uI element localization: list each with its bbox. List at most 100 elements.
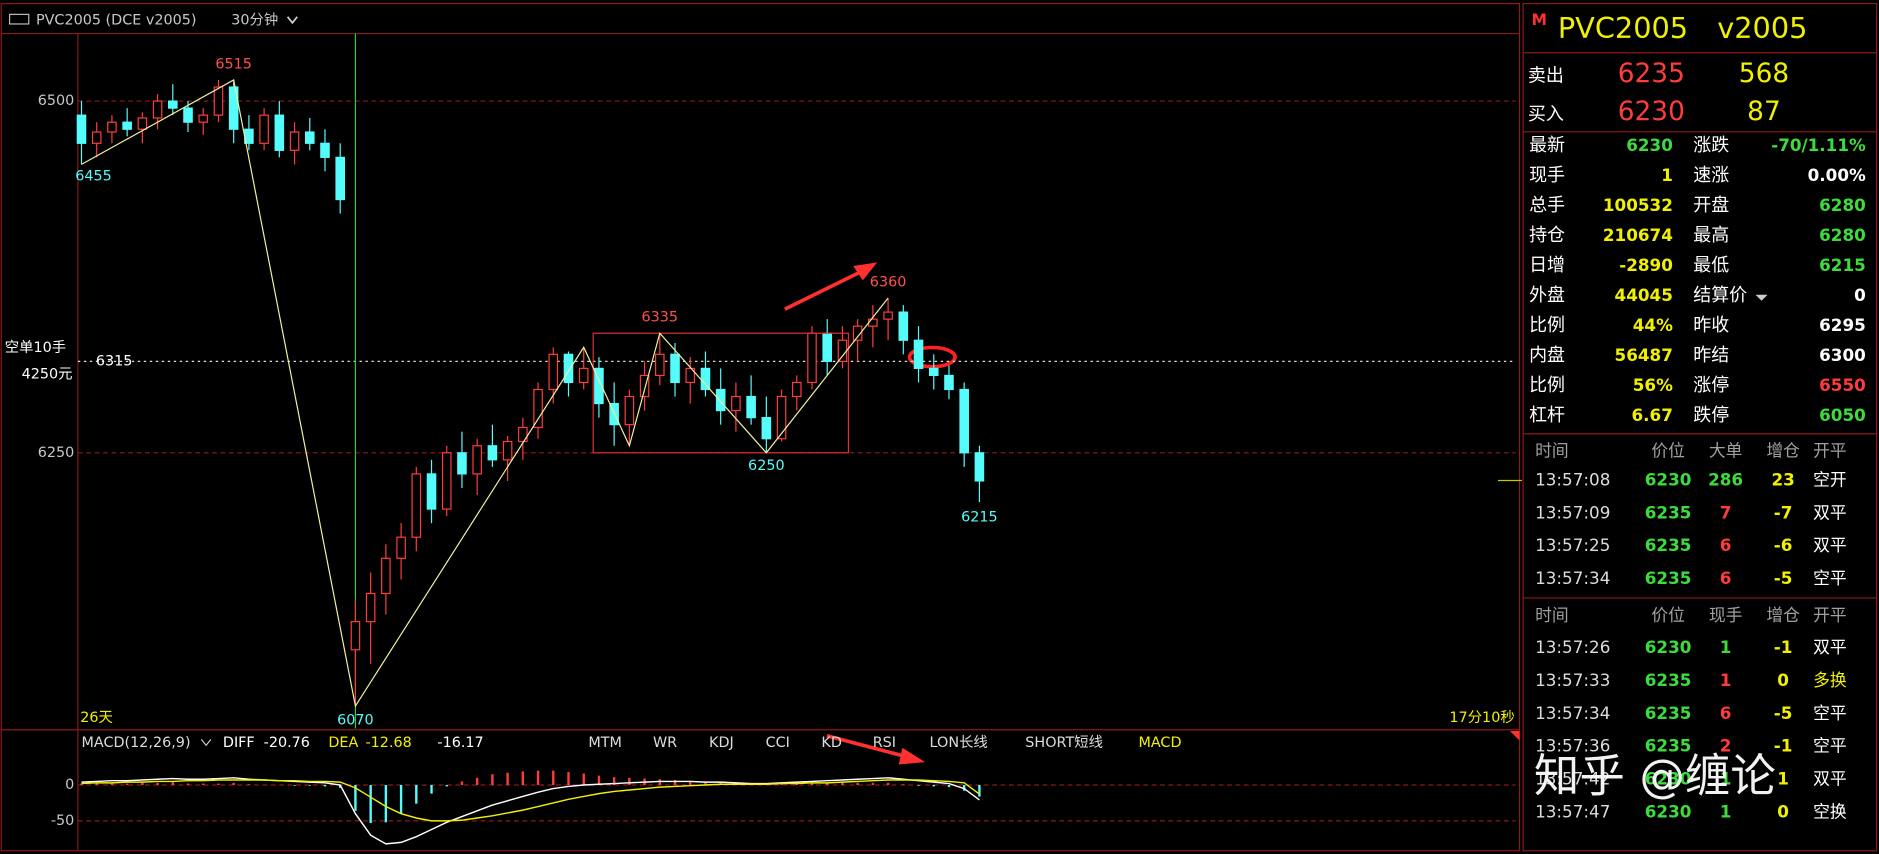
pivot-label: 6360 bbox=[870, 274, 907, 290]
table-cell: 2 bbox=[1720, 736, 1732, 756]
pivot-label: 6215 bbox=[961, 510, 998, 526]
table-cell: -5 bbox=[1774, 703, 1793, 723]
y-tick-label: -50 bbox=[51, 813, 74, 829]
stat-label: 开盘 bbox=[1693, 195, 1729, 216]
table-cell: 13:57:26 bbox=[1535, 637, 1610, 657]
window-icon[interactable] bbox=[8, 13, 30, 25]
stat-label: 比例 bbox=[1529, 315, 1565, 336]
position-pnl: 4250元 bbox=[22, 367, 73, 383]
quote-marker: M bbox=[1531, 11, 1547, 29]
indicator-tab[interactable]: MACD bbox=[1138, 735, 1181, 751]
table-cell: -6 bbox=[1774, 535, 1793, 555]
candle-body bbox=[213, 86, 224, 116]
indicator-tab[interactable]: MTM bbox=[588, 735, 622, 751]
pivot-label: 6070 bbox=[337, 712, 374, 728]
stat-value: 6.67 bbox=[1632, 405, 1673, 425]
table-header: 增仓 bbox=[1766, 441, 1800, 461]
stat-value: 100532 bbox=[1603, 195, 1673, 215]
table-cell: -5 bbox=[1774, 568, 1793, 588]
table-cell: 6 bbox=[1720, 703, 1732, 723]
pivot-label: 6250 bbox=[748, 458, 785, 474]
candle-body bbox=[183, 107, 193, 123]
chart-frame bbox=[0, 2, 1521, 852]
candle-body bbox=[411, 473, 422, 538]
table-cell: 空开 bbox=[1813, 470, 1847, 490]
table-cell: 13:57:33 bbox=[1535, 670, 1610, 690]
table-cell: 13:57:34 bbox=[1535, 703, 1610, 723]
macd-title: MACD(12,26,9) bbox=[81, 735, 190, 751]
stat-label: 外盘 bbox=[1529, 285, 1565, 306]
indicator-tab[interactable]: KDJ bbox=[709, 735, 734, 751]
stat-value: 6295 bbox=[1819, 315, 1866, 335]
stat-label: 最低 bbox=[1693, 255, 1729, 276]
table-cell: 6230 bbox=[1645, 769, 1692, 789]
stat-label: 最高 bbox=[1693, 225, 1729, 246]
indicator-tab[interactable]: LON长线 bbox=[930, 734, 988, 751]
candle-body bbox=[396, 536, 406, 559]
table-cell: 空平 bbox=[1813, 703, 1847, 723]
annotation-circle bbox=[907, 345, 957, 369]
candle-body bbox=[472, 445, 482, 475]
y-tick-label: 6250 bbox=[38, 445, 75, 461]
watermark: 知乎 @缠论 bbox=[1534, 749, 1776, 802]
pivot-label: 6515 bbox=[215, 56, 252, 72]
stat-value: 6300 bbox=[1819, 345, 1866, 365]
candle-body bbox=[548, 353, 559, 391]
candle-body bbox=[807, 332, 817, 384]
candle-body bbox=[304, 131, 315, 144]
candle-body bbox=[487, 445, 498, 461]
book-volume: 568 bbox=[1739, 59, 1789, 89]
candle-body bbox=[533, 388, 543, 429]
table-cell: 6235 bbox=[1645, 502, 1692, 522]
corner-marker bbox=[1509, 730, 1520, 741]
candle-body bbox=[624, 395, 635, 426]
indicator-tab[interactable]: CCI bbox=[766, 735, 790, 751]
diff-label: DIFF bbox=[223, 735, 255, 751]
candle-body bbox=[259, 114, 269, 144]
table-cell: 1 bbox=[1720, 769, 1732, 789]
table-cell: 286 bbox=[1708, 470, 1743, 490]
indicator-tab[interactable]: WR bbox=[653, 735, 677, 751]
candle-body bbox=[822, 332, 833, 362]
macd-dropdown[interactable] bbox=[200, 738, 212, 747]
candle-body bbox=[518, 426, 528, 443]
quote-frame bbox=[1522, 2, 1878, 852]
indicator-tab[interactable]: KD bbox=[821, 735, 841, 751]
annotation-arrow bbox=[784, 267, 866, 311]
candle-body bbox=[898, 311, 909, 341]
dea-value: -12.68 bbox=[365, 735, 411, 751]
candle-body bbox=[944, 374, 954, 391]
candle-body bbox=[335, 156, 346, 201]
table-cell: 6230 bbox=[1645, 637, 1692, 657]
table-cell: 7 bbox=[1720, 502, 1732, 522]
table-header: 现手 bbox=[1709, 605, 1743, 625]
candle-body bbox=[715, 388, 726, 412]
stat-value: 56% bbox=[1633, 375, 1673, 395]
pivot-label: 6335 bbox=[642, 310, 679, 326]
candle-body bbox=[639, 374, 650, 398]
indicator-tab[interactable]: RSI bbox=[873, 735, 896, 751]
candle-body bbox=[837, 339, 848, 362]
candle-body bbox=[457, 452, 467, 475]
period-label[interactable]: 30分钟 bbox=[231, 11, 278, 28]
stat-value: 6050 bbox=[1819, 405, 1866, 425]
candle-body bbox=[91, 131, 102, 144]
range-box bbox=[592, 332, 850, 454]
table-cell: 双平 bbox=[1813, 502, 1847, 522]
table-cell: 1 bbox=[1777, 769, 1789, 789]
quote-symbol: PVC2005 bbox=[1558, 11, 1688, 45]
stat-label: 速涨 bbox=[1693, 165, 1729, 186]
diff-line bbox=[81, 777, 980, 845]
settle-dropdown[interactable] bbox=[1755, 294, 1768, 301]
table-cell: 空平 bbox=[1813, 568, 1847, 588]
y-tick-label: 6500 bbox=[38, 93, 75, 109]
stat-label: 跌停 bbox=[1693, 405, 1729, 426]
book-label: 买入 bbox=[1528, 104, 1564, 125]
table-cell: 0 bbox=[1777, 801, 1789, 821]
period-dropdown[interactable] bbox=[286, 16, 298, 25]
stat-value: 1 bbox=[1661, 165, 1673, 185]
indicator-tab[interactable]: SHORT短线 bbox=[1025, 734, 1103, 751]
table-cell: 6 bbox=[1720, 568, 1732, 588]
candle-body bbox=[107, 121, 117, 133]
table-header: 价位 bbox=[1651, 605, 1685, 625]
